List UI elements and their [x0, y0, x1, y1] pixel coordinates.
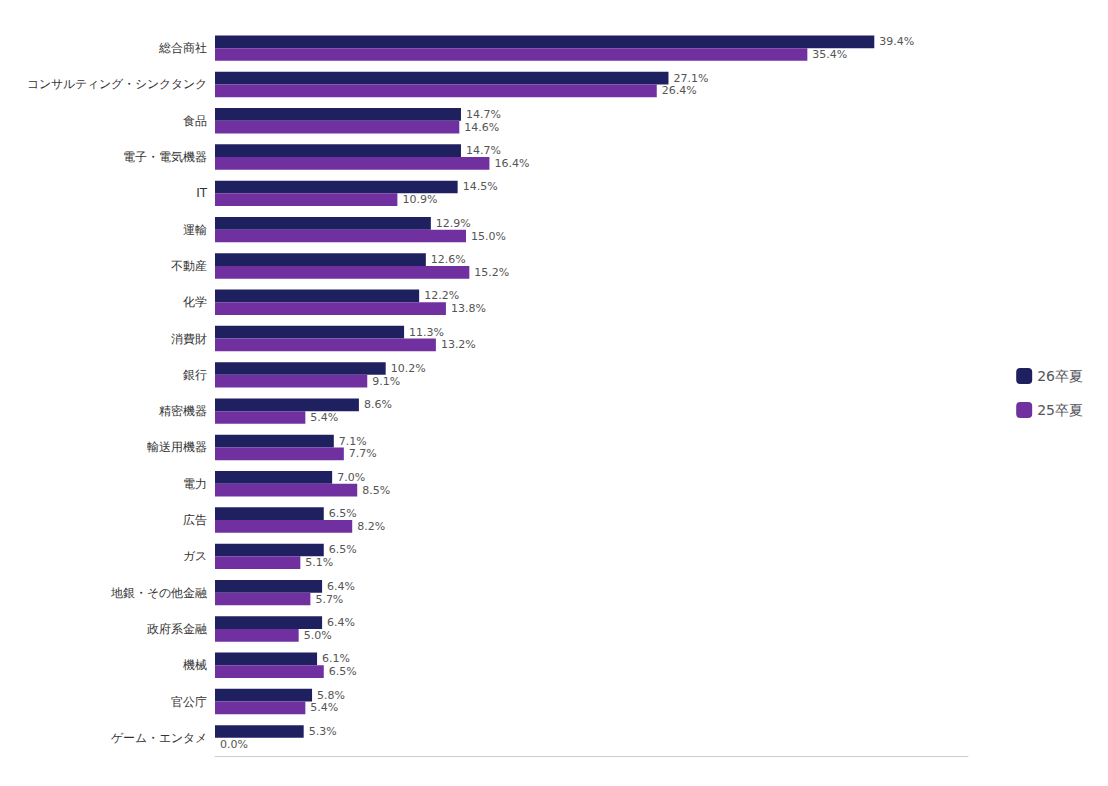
svg-text:7.7%: 7.7%: [349, 447, 377, 460]
svg-text:7.1%: 7.1%: [339, 435, 367, 448]
svg-text:14.7%: 14.7%: [466, 144, 501, 157]
svg-text:11.3%: 11.3%: [409, 326, 444, 339]
svg-text:9.1%: 9.1%: [372, 375, 400, 388]
svg-text:10.2%: 10.2%: [391, 362, 426, 375]
svg-text:14.5%: 14.5%: [463, 180, 498, 193]
svg-text:8.2%: 8.2%: [357, 520, 385, 533]
svg-text:5.1%: 5.1%: [305, 556, 333, 569]
svg-text:12.6%: 12.6%: [431, 253, 466, 266]
svg-text:5.3%: 5.3%: [309, 725, 337, 738]
svg-text:12.2%: 12.2%: [424, 289, 459, 302]
svg-text:化学: 化学: [183, 295, 207, 309]
svg-text:6.4%: 6.4%: [327, 616, 355, 629]
svg-text:13.8%: 13.8%: [451, 302, 486, 315]
svg-text:機械: 機械: [183, 658, 207, 672]
svg-text:10.9%: 10.9%: [402, 193, 437, 206]
svg-text:39.4%: 39.4%: [879, 35, 914, 48]
svg-text:消費財: 消費財: [171, 332, 207, 346]
svg-text:不動産: 不動産: [171, 259, 207, 273]
svg-text:5.4%: 5.4%: [310, 411, 338, 424]
svg-text:26.4%: 26.4%: [662, 84, 697, 97]
svg-text:政府系金融: 政府系金融: [147, 622, 207, 636]
svg-text:12.9%: 12.9%: [436, 217, 471, 230]
svg-text:27.1%: 27.1%: [673, 72, 708, 85]
svg-text:6.5%: 6.5%: [329, 507, 357, 520]
svg-text:16.4%: 16.4%: [494, 157, 529, 170]
svg-text:電子・電気機器: 電子・電気機器: [123, 150, 207, 164]
svg-text:ガス: ガス: [183, 549, 207, 563]
svg-text:総合商社: 総合商社: [158, 41, 207, 55]
svg-text:14.7%: 14.7%: [466, 108, 501, 121]
svg-text:運輸: 運輸: [183, 223, 207, 237]
svg-text:電力: 電力: [183, 477, 207, 491]
svg-text:6.5%: 6.5%: [329, 543, 357, 556]
svg-text:14.6%: 14.6%: [464, 121, 499, 134]
svg-text:15.0%: 15.0%: [471, 230, 506, 243]
svg-text:輸送用機器: 輸送用機器: [147, 440, 207, 454]
svg-text:精密機器: 精密機器: [159, 404, 207, 418]
svg-text:銀行: 銀行: [183, 368, 207, 382]
svg-text:8.6%: 8.6%: [364, 398, 392, 411]
svg-text:5.7%: 5.7%: [315, 593, 343, 606]
svg-text:6.4%: 6.4%: [327, 580, 355, 593]
svg-text:広告: 広告: [183, 513, 207, 527]
svg-text:0.0%: 0.0%: [220, 738, 248, 751]
svg-text:コンサルティング・シンクタンク: コンサルティング・シンクタンク: [27, 77, 207, 91]
svg-text:官公庁: 官公庁: [171, 695, 207, 709]
svg-text:5.8%: 5.8%: [317, 689, 345, 702]
svg-text:15.2%: 15.2%: [474, 266, 509, 279]
svg-text:ゲーム・エンタメ: ゲーム・エンタメ: [111, 731, 207, 745]
svg-text:6.1%: 6.1%: [322, 652, 350, 665]
svg-text:5.0%: 5.0%: [304, 629, 332, 642]
svg-text:13.2%: 13.2%: [441, 338, 476, 351]
svg-text:6.5%: 6.5%: [329, 665, 357, 678]
svg-text:26卒夏: 26卒夏: [1037, 368, 1083, 384]
svg-text:食品: 食品: [183, 114, 207, 128]
svg-text:35.4%: 35.4%: [812, 48, 847, 61]
svg-text:25卒夏: 25卒夏: [1037, 402, 1083, 418]
svg-text:5.4%: 5.4%: [310, 701, 338, 714]
svg-text:地銀・その他金融: 地銀・その他金融: [110, 586, 207, 600]
svg-text:7.0%: 7.0%: [337, 471, 365, 484]
svg-text:IT: IT: [196, 186, 208, 200]
svg-text:8.5%: 8.5%: [362, 484, 390, 497]
